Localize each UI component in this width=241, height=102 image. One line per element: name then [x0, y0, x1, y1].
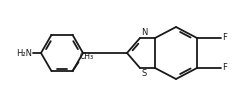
Text: F: F	[222, 64, 227, 73]
Text: S: S	[141, 69, 146, 78]
Text: F: F	[222, 33, 227, 43]
Text: H₂N: H₂N	[16, 48, 32, 58]
Text: N: N	[141, 28, 147, 37]
Text: CH₃: CH₃	[80, 52, 94, 61]
